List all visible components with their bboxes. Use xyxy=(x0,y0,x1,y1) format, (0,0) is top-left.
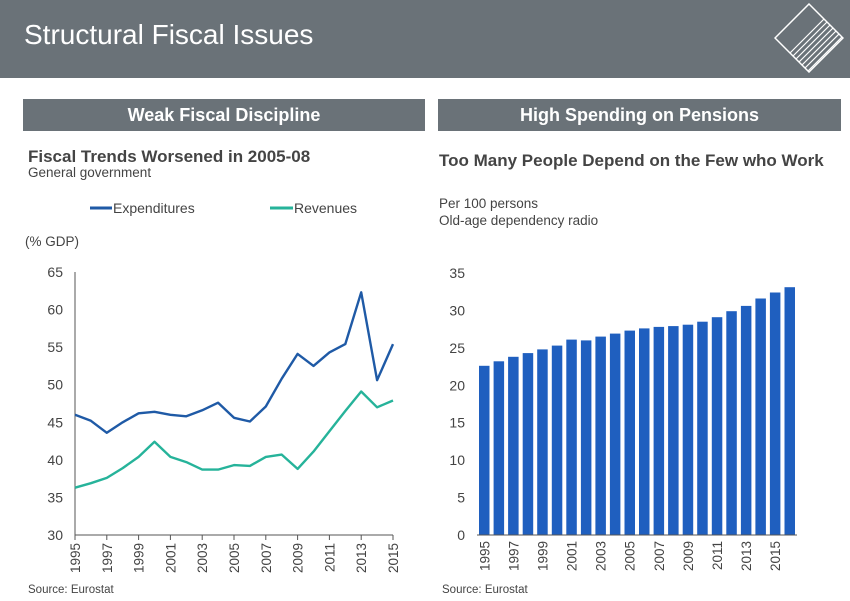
y-tick-label: 45 xyxy=(47,414,63,430)
right-panel-heading: High Spending on Pensions xyxy=(438,99,841,131)
bar-2006 xyxy=(639,328,650,535)
y-tick-label: 40 xyxy=(47,452,63,468)
x-tick-label: 2009 xyxy=(681,541,696,571)
series-line-expenditures xyxy=(74,291,395,435)
x-tick-label: 2007 xyxy=(652,541,667,571)
bar-2009 xyxy=(682,324,694,535)
x-tick-label: 1997 xyxy=(506,541,521,571)
x-tick-label: 2011 xyxy=(322,543,337,572)
x-tick-label: 2005 xyxy=(623,541,638,571)
bar-2010 xyxy=(697,321,708,535)
bar-2004 xyxy=(609,333,621,535)
bar-2013 xyxy=(740,305,752,535)
x-tick-label: 2001 xyxy=(163,543,178,573)
x-tick-label: 1997 xyxy=(100,543,115,573)
fiscal-trends-line-chart: Expenditures Revenues (% GDP) 30 35 40 45 50… xyxy=(25,200,401,573)
top-banner: Structural Fiscal Issues xyxy=(0,0,850,78)
y-tick-label: 55 xyxy=(47,339,63,355)
legend-label-revenues: Revenues xyxy=(294,200,357,216)
x-tick-label: 1999 xyxy=(132,543,147,573)
bar-2014 xyxy=(755,298,766,535)
x-tick-label: 2003 xyxy=(594,541,609,571)
y-tick-label: 5 xyxy=(457,490,465,506)
dependency-bar-chart: 0 5 10 15 20 25 30 35 1995 1997 1999 2001 2003 2005 2… xyxy=(449,265,797,571)
x-tick-label: 2001 xyxy=(565,541,580,571)
bar-2003 xyxy=(595,336,606,535)
bar-2008 xyxy=(668,326,679,535)
bar-2012 xyxy=(726,311,737,535)
y-tick-label: 50 xyxy=(47,377,63,393)
x-tick-label: 1999 xyxy=(535,541,550,571)
y-axis-label: (% GDP) xyxy=(25,234,79,249)
y-tick-label: 25 xyxy=(449,340,465,356)
x-tick-label: 2007 xyxy=(259,543,274,573)
x-tick-label: 2015 xyxy=(768,541,783,571)
series-line-revenues xyxy=(74,390,394,489)
y-tick-label: 65 xyxy=(47,264,63,280)
legend-label-expenditures: Expenditures xyxy=(113,200,195,216)
y-tick-label: 0 xyxy=(457,527,465,543)
bar-1996 xyxy=(493,361,505,535)
y-tick-label: 20 xyxy=(449,377,465,393)
y-tick-label: 15 xyxy=(449,415,465,431)
y-tick-label: 30 xyxy=(449,302,465,318)
bar-1998 xyxy=(522,353,534,535)
right-chart-title: Too Many People Depend on the Few who Wo… xyxy=(439,151,824,170)
left-chart-subtitle: General government xyxy=(28,165,152,180)
x-tick-label: 2003 xyxy=(195,543,210,573)
bar-2001 xyxy=(566,339,577,535)
x-tick-label: 2009 xyxy=(291,543,306,573)
x-tick-label: 2013 xyxy=(739,541,754,571)
bar-2005 xyxy=(624,330,635,535)
x-tick-label: 2011 xyxy=(710,541,725,570)
bar-2007 xyxy=(653,326,665,535)
bar-2000 xyxy=(551,345,563,535)
y-tick-label: 60 xyxy=(47,302,63,318)
x-tick-label: 2013 xyxy=(354,543,369,573)
y-tick-label: 35 xyxy=(47,489,63,505)
bar-1997 xyxy=(508,356,519,535)
diamond-logo-icon xyxy=(774,3,844,73)
y-tick-label: 30 xyxy=(47,527,63,543)
x-tick-label: 2005 xyxy=(227,543,242,573)
bar-1999 xyxy=(537,349,548,535)
bar-2002 xyxy=(580,340,592,535)
page-title: Structural Fiscal Issues xyxy=(24,19,314,50)
y-tick-label: 10 xyxy=(449,452,465,468)
x-tick-label: 2015 xyxy=(386,543,401,573)
left-chart-title: Fiscal Trends Worsened in 2005-08 xyxy=(28,147,311,166)
x-tick-label: 1995 xyxy=(68,543,83,573)
left-source: Source: Eurostat xyxy=(28,584,114,596)
right-source: Source: Eurostat xyxy=(442,584,528,596)
y-tick-label: 35 xyxy=(449,265,465,281)
right-chart-subtitle-2: Old-age dependency radio xyxy=(439,213,599,228)
bar-1995 xyxy=(479,365,490,535)
x-tick-label: 1995 xyxy=(477,541,492,571)
bar-2015 xyxy=(769,292,781,535)
right-chart-subtitle: Per 100 persons xyxy=(439,196,539,211)
bar-2011 xyxy=(711,317,723,535)
bar-2016 xyxy=(784,287,795,535)
left-panel-heading: Weak Fiscal Discipline xyxy=(23,99,425,131)
